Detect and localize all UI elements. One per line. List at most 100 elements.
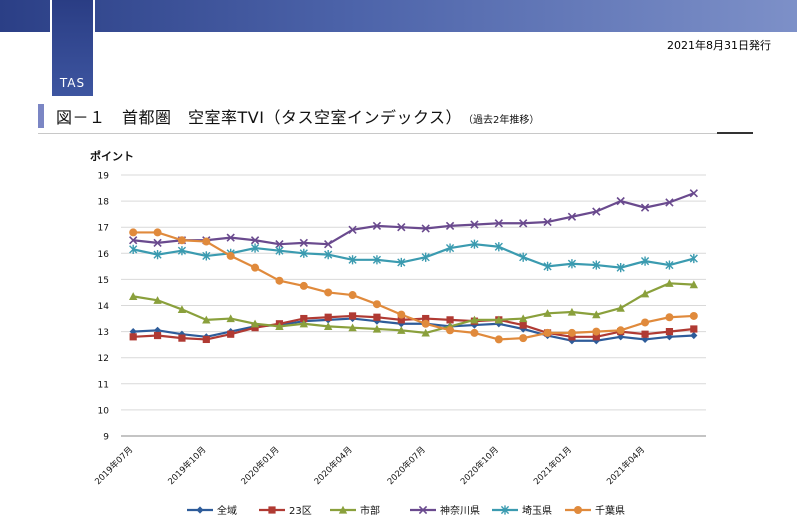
- data-point-2: [251, 324, 259, 332]
- data-point-2: [178, 334, 186, 342]
- data-point-2: [592, 333, 600, 341]
- y-tick-label: 16: [98, 250, 110, 260]
- y-tick-label: 17: [98, 224, 109, 234]
- data-point-4: [445, 221, 455, 231]
- data-point-5: [665, 260, 674, 270]
- x-tick-label: 2021年04月: [604, 444, 647, 487]
- tas-tab: TAS: [50, 0, 95, 96]
- data-point-2: [373, 313, 381, 321]
- data-point-3: [494, 315, 504, 324]
- figure-title: 図－１ 首都圏 空室率TVI（タス空室インデックス） （過去2年推移）: [56, 104, 539, 128]
- y-tick-label: 10: [98, 406, 110, 416]
- x-tick-label: 2020年01月: [239, 444, 282, 487]
- title-accent-bar: [38, 104, 44, 128]
- data-point-5: [567, 259, 577, 269]
- data-point-1: [690, 331, 698, 340]
- data-point-6: [299, 281, 308, 290]
- data-point-3: [372, 324, 382, 333]
- data-point-2: [324, 313, 332, 321]
- data-point-2: [202, 335, 210, 344]
- data-point-4: [372, 221, 382, 231]
- data-point-6: [177, 236, 186, 245]
- data-point-4: [543, 217, 552, 227]
- data-point-2: [397, 316, 405, 324]
- data-point-6: [641, 318, 650, 327]
- data-point-2: [153, 331, 162, 340]
- legend-label-2: 23区: [289, 505, 312, 517]
- figure-subtitle: （過去2年推移）: [467, 115, 540, 126]
- legend-marker-5: [500, 505, 510, 515]
- data-point-5: [177, 246, 187, 256]
- data-point-3: [665, 279, 674, 287]
- series-line-6: [133, 231, 694, 341]
- data-point-5: [445, 243, 455, 253]
- data-point-2: [641, 330, 649, 338]
- data-point-2: [446, 316, 454, 324]
- legend-label-6: 千葉県: [595, 504, 625, 517]
- legend-marker-6: [574, 506, 582, 514]
- x-tick-label: 2021年01月: [531, 444, 574, 487]
- data-point-3: [153, 296, 162, 304]
- legend-label-3: 市部: [360, 504, 380, 517]
- data-point-3: [202, 315, 211, 324]
- legend-marker-4: [418, 505, 428, 515]
- y-tick-label: 12: [98, 354, 109, 364]
- data-point-5: [275, 246, 284, 256]
- data-point-3: [323, 322, 333, 330]
- data-point-6: [543, 328, 552, 337]
- data-point-5: [494, 242, 503, 252]
- y-tick-label: 13: [98, 328, 109, 338]
- data-point-3: [470, 315, 479, 324]
- data-point-5: [689, 253, 698, 264]
- data-point-5: [299, 248, 308, 258]
- data-point-4: [153, 238, 162, 248]
- data-point-5: [202, 251, 211, 261]
- data-point-5: [616, 263, 625, 273]
- data-point-4: [226, 233, 235, 242]
- legend-marker-2: [268, 506, 276, 514]
- title-divider-accent: [717, 132, 753, 134]
- data-point-6: [470, 328, 479, 337]
- data-point-2: [300, 314, 308, 323]
- data-point-3: [543, 309, 552, 317]
- data-point-4: [250, 236, 260, 245]
- issue-date: 2021年8月31日発行: [667, 39, 771, 52]
- y-tick-label: 14: [98, 302, 110, 312]
- data-point-3: [275, 322, 284, 330]
- data-point-6: [567, 328, 576, 337]
- data-point-4: [616, 196, 625, 206]
- data-point-6: [348, 291, 357, 300]
- data-point-6: [202, 237, 211, 246]
- data-point-4: [519, 219, 528, 228]
- legend-marker-3: [338, 505, 348, 514]
- x-tick-label: 2020年07月: [385, 444, 428, 487]
- data-point-2: [665, 328, 674, 336]
- data-point-4: [494, 219, 503, 228]
- data-point-3: [421, 328, 430, 337]
- y-axis-label: ポイント: [90, 149, 134, 163]
- data-point-4: [324, 239, 333, 249]
- tas-tab-label: TAS: [59, 76, 86, 90]
- header-band: [0, 0, 797, 32]
- x-tick-label: 2020年10月: [458, 444, 501, 487]
- data-point-2: [348, 312, 357, 320]
- data-point-4: [129, 236, 138, 245]
- data-point-3: [128, 292, 138, 300]
- data-point-6: [153, 228, 162, 237]
- series-line-4: [133, 192, 695, 246]
- data-point-2: [690, 325, 698, 333]
- data-point-5: [592, 260, 601, 270]
- data-point-6: [372, 300, 381, 309]
- data-point-4: [567, 212, 577, 221]
- data-point-6: [689, 311, 698, 320]
- data-point-3: [567, 307, 577, 316]
- series-line-3: [133, 282, 694, 335]
- data-point-4: [592, 207, 601, 216]
- x-tick-label: 2019年10月: [166, 444, 209, 487]
- data-point-6: [519, 334, 528, 343]
- data-point-5: [421, 252, 430, 262]
- data-point-4: [470, 220, 479, 229]
- data-point-5: [543, 261, 552, 271]
- data-point-4: [275, 239, 284, 249]
